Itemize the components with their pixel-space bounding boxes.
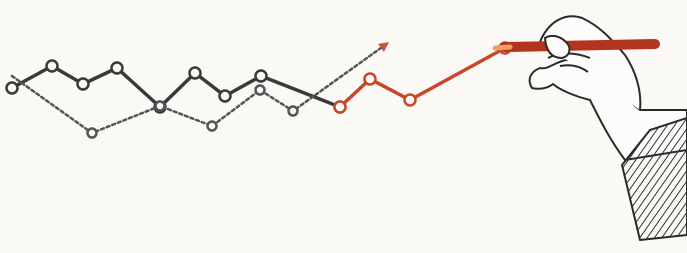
point-marker	[88, 129, 97, 138]
pen	[505, 44, 655, 47]
point-marker	[365, 74, 376, 85]
point-marker	[289, 107, 298, 116]
point-marker	[7, 83, 18, 94]
point-marker	[190, 68, 201, 79]
pen-tip	[495, 47, 510, 48]
page: {"chart_data": {"type": "line", "xlim": …	[0, 0, 687, 253]
point-marker	[156, 102, 165, 111]
point-marker	[78, 79, 89, 90]
point-marker	[112, 63, 123, 74]
point-marker	[335, 102, 346, 113]
point-marker	[220, 91, 231, 102]
point-marker	[47, 61, 58, 72]
point-marker	[208, 122, 217, 131]
point-marker	[256, 86, 265, 95]
point-marker	[405, 95, 416, 106]
illustration	[0, 0, 687, 253]
point-marker	[256, 71, 267, 82]
